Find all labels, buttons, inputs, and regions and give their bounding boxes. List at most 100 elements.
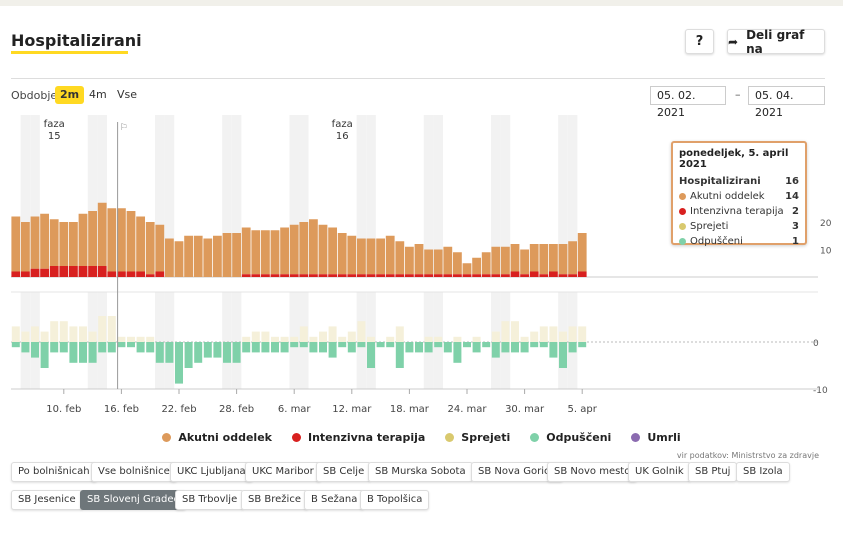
hospital-chip[interactable]: Po bolnišnicah (11, 462, 97, 482)
icu-bar (395, 274, 405, 277)
y-tick-label-top: 20 (820, 219, 832, 229)
weekend-band (500, 115, 511, 277)
chart-legend: Akutni oddelek Intenzivna terapija Sprej… (0, 431, 843, 444)
date-from-input[interactable]: 05. 02. 2021 (650, 86, 726, 119)
hospital-chip[interactable]: B Topolšica (360, 490, 430, 510)
admitted-bar (107, 316, 116, 342)
acute-bar (232, 233, 241, 277)
discharged-bar (319, 342, 327, 353)
discharged-bar (280, 342, 289, 353)
legend-acute[interactable]: Akutni oddelek (162, 431, 272, 444)
discharged-bar (559, 342, 567, 368)
phase-label: faza (44, 119, 65, 130)
admitted-bar (11, 326, 20, 342)
hospital-chip[interactable]: SB Jesenice (11, 490, 83, 510)
acute-bar (280, 227, 289, 275)
discharged-bar (530, 342, 539, 348)
period-label: Obdobje (11, 89, 58, 102)
legend-deaths[interactable]: Umrli (631, 431, 681, 444)
discharged-bar (271, 342, 279, 353)
discharged-bar (367, 342, 375, 368)
acute-bar (21, 222, 30, 272)
legend-discharged-dot-icon (530, 433, 540, 442)
discharged-bar (59, 342, 68, 353)
acute-bar (241, 227, 251, 275)
x-tick-label: 30. mar (505, 404, 545, 415)
hospital-chip[interactable]: SB Brežice (241, 490, 308, 510)
legend-discharged[interactable]: Odpuščeni (530, 431, 611, 444)
legend-icu-dot-icon (291, 433, 301, 442)
hospital-chip[interactable]: UKC Maribor (245, 462, 321, 482)
admitted-bar (491, 331, 500, 342)
weekend-band (558, 115, 568, 277)
discharged-bar (31, 342, 39, 358)
icu-bar (424, 274, 433, 277)
hospital-chip[interactable]: B Sežana (304, 490, 365, 510)
hospital-chip[interactable]: SB Nova Gorica (471, 462, 563, 482)
icu-bar (520, 274, 529, 277)
hospital-chip[interactable]: Vse bolnišnice (91, 462, 177, 482)
weekend-band (366, 115, 376, 277)
acute-bar (107, 208, 117, 272)
icu-bar (21, 271, 30, 277)
hospital-chip[interactable]: SB Ptuj (688, 462, 738, 482)
discharged-bar (501, 342, 510, 353)
admitted-bar (127, 336, 135, 342)
admitted-bar (299, 326, 308, 342)
acute-bar (366, 238, 376, 275)
icu-bar (251, 274, 261, 277)
period-2m-button[interactable]: 2m (55, 86, 85, 104)
discharged-bar (376, 342, 385, 348)
x-tick-label: 10. feb (46, 404, 81, 415)
acute-bar (481, 252, 491, 275)
discharged-bar (242, 342, 251, 353)
hospital-chip[interactable]: SB Izola (736, 462, 790, 482)
icu-bar (40, 268, 49, 277)
discharged-bar (395, 342, 404, 368)
period-all-button[interactable]: Vse (117, 88, 138, 101)
discharged-bar (549, 342, 558, 358)
admitted-bar (395, 326, 404, 342)
date-to-input[interactable]: 05. 04. 2021 (748, 86, 825, 119)
admitted-bar (357, 321, 366, 342)
x-tick-label: 24. mar (447, 404, 487, 415)
legend-admitted[interactable]: Sprejeti (445, 431, 510, 444)
acute-bar (97, 202, 107, 266)
acute-bar (318, 224, 328, 275)
admitted-bar (472, 336, 481, 342)
hospital-chip[interactable]: SB Trbovlje (175, 490, 245, 510)
period-4m-button[interactable]: 4m (89, 88, 107, 101)
admitted-bar (79, 326, 87, 342)
x-tick-label: 6. mar (278, 404, 312, 415)
discharged-bar (175, 342, 183, 384)
help-button[interactable]: ? (685, 29, 714, 54)
share-button[interactable]: ➦ Deli graf na (727, 28, 825, 56)
hospital-chip[interactable]: UKC Ljubljana (170, 462, 253, 482)
icu-bar (136, 271, 145, 277)
hospital-chip[interactable]: SB Celje (316, 462, 372, 482)
discharged-bar (472, 342, 481, 353)
discharged-bar (146, 342, 155, 353)
top-band (0, 0, 843, 6)
discharged-bar (463, 342, 471, 348)
weekend-band (155, 115, 165, 277)
hospital-chip-active[interactable]: SB Slovenj Gradec (80, 490, 186, 510)
hospital-chip[interactable]: SB Murska Sobota (368, 462, 473, 482)
phase-number: 15 (48, 131, 61, 142)
admitted-bar (69, 326, 78, 342)
acute-bar (155, 224, 165, 272)
icu-bar (328, 274, 337, 277)
acute-bar (261, 230, 270, 275)
hospital-chip[interactable]: SB Novo mesto (547, 462, 638, 482)
hospital-chip[interactable]: UK Golnik (628, 462, 691, 482)
legend-icu[interactable]: Intenzivna terapija (291, 431, 425, 444)
admitted-bar (520, 336, 529, 342)
acute-bar (520, 249, 529, 275)
icu-bar (385, 274, 395, 277)
acute-bar (193, 235, 203, 277)
y-tick-label-bottom: -10 (813, 386, 828, 396)
discharged-bar (203, 342, 212, 358)
admitted-bar (280, 336, 289, 342)
admitted-bar (386, 336, 395, 342)
